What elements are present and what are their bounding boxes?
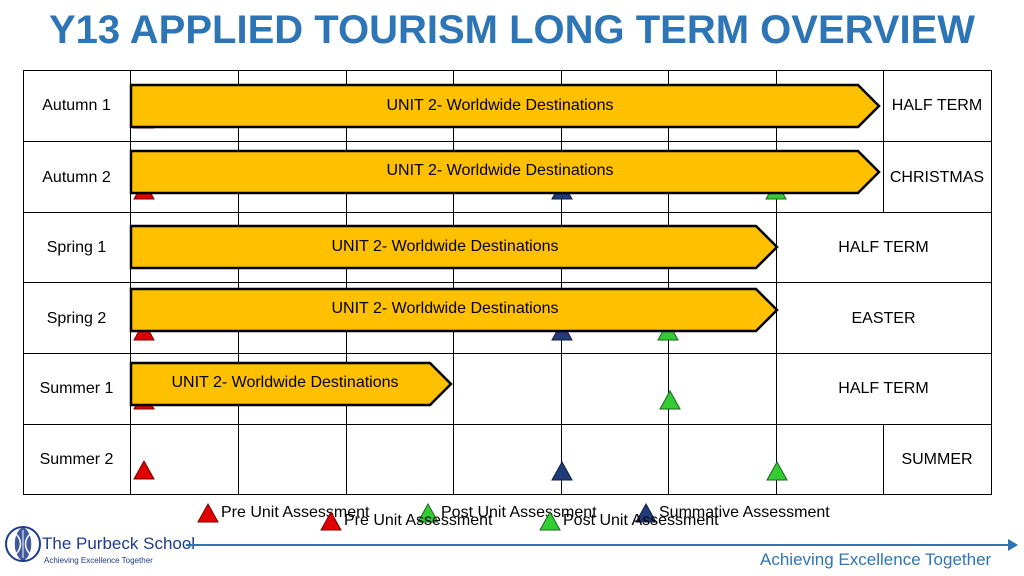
row-label-summer-2: Summer 2 <box>39 451 114 468</box>
grid-line <box>23 212 992 213</box>
school-tagline: Achieving Excellence Together <box>44 556 153 565</box>
grid-line <box>23 282 992 283</box>
grid-line <box>23 70 992 71</box>
grid-line <box>346 70 347 495</box>
pre-assessment-marker <box>133 460 155 480</box>
row-label-autumn-1: Autumn 1 <box>42 97 111 114</box>
legend-post: Post Unit Assessment <box>417 503 597 523</box>
grid-line <box>883 424 884 495</box>
grid-line <box>23 353 992 354</box>
grid-line <box>23 494 992 495</box>
end-label-spring-2: EASTER <box>851 310 916 327</box>
grid-line <box>238 70 239 495</box>
legend-post-label: Post Unit Assessment <box>441 504 597 522</box>
post-assessment-marker <box>659 390 681 410</box>
school-logo <box>4 520 42 573</box>
grid-line <box>991 70 992 495</box>
unit-arrow-summer-1: UNIT 2- Worldwide Destinations <box>129 361 453 407</box>
post-legend-icon <box>539 511 561 531</box>
grid-line <box>23 424 992 425</box>
row-label-autumn-2: Autumn 2 <box>42 169 111 186</box>
post-legend-icon <box>417 503 439 523</box>
grid-line <box>453 70 454 495</box>
legend-pre-label: Pre Unit Assessment <box>344 512 493 530</box>
grid-line <box>561 70 562 495</box>
grid-line <box>130 70 131 495</box>
unit-arrow-autumn-1: UNIT 2- Worldwide Destinations <box>129 83 881 129</box>
unit-arrow-spring-1: UNIT 2- Worldwide Destinations <box>129 224 779 270</box>
grid-line <box>668 70 669 495</box>
summative-legend-icon <box>635 503 657 523</box>
row-label-spring-2: Spring 2 <box>46 310 107 327</box>
grid-line <box>23 141 992 142</box>
page-title: Y13 APPLIED TOURISM LONG TERM OVERVIEW <box>48 8 976 52</box>
unit-label: UNIT 2- Worldwide Destinations <box>386 162 614 179</box>
pre-legend-icon <box>197 503 219 523</box>
row-label-summer-1: Summer 1 <box>39 380 114 397</box>
unit-label: UNIT 2- Worldwide Destinations <box>331 300 559 317</box>
end-label-summer-1: HALF TERM <box>838 380 929 397</box>
legend-pre-duplicate: Pre Unit Assessment <box>320 511 493 531</box>
unit-label: UNIT 2- Worldwide Destinations <box>386 97 614 114</box>
post-assessment-marker <box>766 461 788 481</box>
grid-line <box>883 70 884 212</box>
school-name: The Purbeck School <box>42 534 196 553</box>
summative-assessment-marker <box>551 461 573 481</box>
unit-arrow-autumn-2: UNIT 2- Worldwide Destinations <box>129 149 881 195</box>
grid-line <box>776 70 777 495</box>
legend-post-label: Post Unit Assessment <box>563 512 719 530</box>
end-label-summer-2: SUMMER <box>901 451 973 468</box>
footer-arrow <box>186 538 1018 557</box>
legend-summative-label: Summative Assessment <box>659 504 830 522</box>
legend-post-duplicate: Post Unit Assessment <box>539 511 719 531</box>
end-label-spring-1: HALF TERM <box>838 239 929 256</box>
footer-motto: Achieving Excellence Together <box>760 550 992 569</box>
unit-label: UNIT 2- Worldwide Destinations <box>331 238 559 255</box>
unit-label: UNIT 2- Worldwide Destinations <box>171 374 399 391</box>
grid-line <box>23 70 24 495</box>
end-label-autumn-1: HALF TERM <box>891 97 983 114</box>
pre-legend-icon <box>320 511 342 531</box>
end-label-autumn-2: CHRISTMAS <box>889 169 985 186</box>
row-label-spring-1: Spring 1 <box>46 239 107 256</box>
unit-arrow-spring-2: UNIT 2- Worldwide Destinations <box>129 287 779 333</box>
legend-summative: Summative Assessment <box>635 503 830 523</box>
